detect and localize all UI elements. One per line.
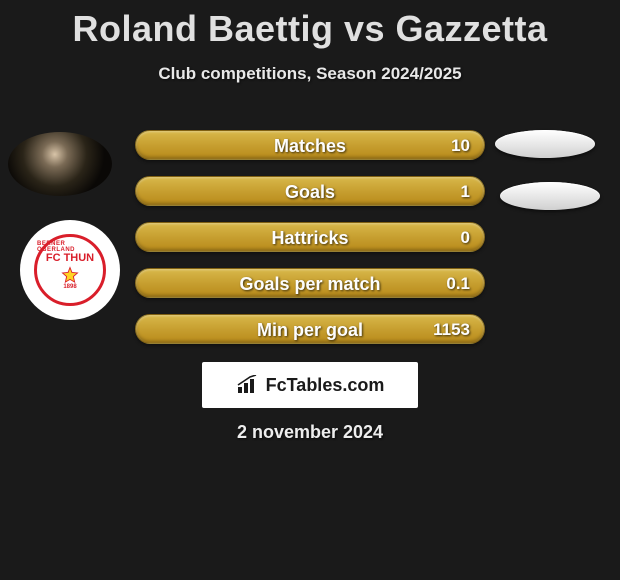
- stat-bar-goals-per-match: Goals per match 0.1: [135, 268, 485, 298]
- stat-value: 0.1: [446, 269, 470, 297]
- club-badge-inner: BERNER OBERLAND FC THUN 1898: [34, 234, 106, 306]
- opponent-stat-pill: [495, 130, 595, 158]
- stat-bar-hattricks: Hattricks 0: [135, 222, 485, 252]
- club-arc-text: BERNER OBERLAND: [37, 241, 103, 253]
- stat-bar-min-per-goal: Min per goal 1153: [135, 314, 485, 344]
- date-text: 2 november 2024: [0, 422, 620, 443]
- club-star-icon: [61, 266, 79, 284]
- stat-label: Goals: [136, 177, 484, 205]
- stat-bar-matches: Matches 10: [135, 130, 485, 160]
- club-year: 1898: [63, 284, 76, 290]
- opponent-stat-pill: [500, 182, 600, 210]
- bar-chart-icon: [236, 375, 260, 395]
- stat-value: 0: [461, 223, 470, 251]
- page-title: Roland Baettig vs Gazzetta: [0, 0, 620, 50]
- stat-label: Hattricks: [136, 223, 484, 251]
- stat-value: 1: [461, 177, 470, 205]
- club-name: FC THUN: [46, 252, 94, 264]
- stat-label: Matches: [136, 131, 484, 159]
- stat-bar-goals: Goals 1: [135, 176, 485, 206]
- page-subtitle: Club competitions, Season 2024/2025: [0, 64, 620, 84]
- stat-value: 1153: [433, 315, 470, 343]
- stat-label: Goals per match: [136, 269, 484, 297]
- stat-value: 10: [451, 131, 470, 159]
- club-badge: BERNER OBERLAND FC THUN 1898: [20, 220, 120, 320]
- stat-bars: Matches 10 Goals 1 Hattricks 0 Goals per…: [135, 130, 485, 360]
- brand-badge: FcTables.com: [202, 362, 418, 408]
- stat-label: Min per goal: [136, 315, 484, 343]
- player-avatar: [8, 132, 112, 196]
- brand-text: FcTables.com: [266, 375, 385, 396]
